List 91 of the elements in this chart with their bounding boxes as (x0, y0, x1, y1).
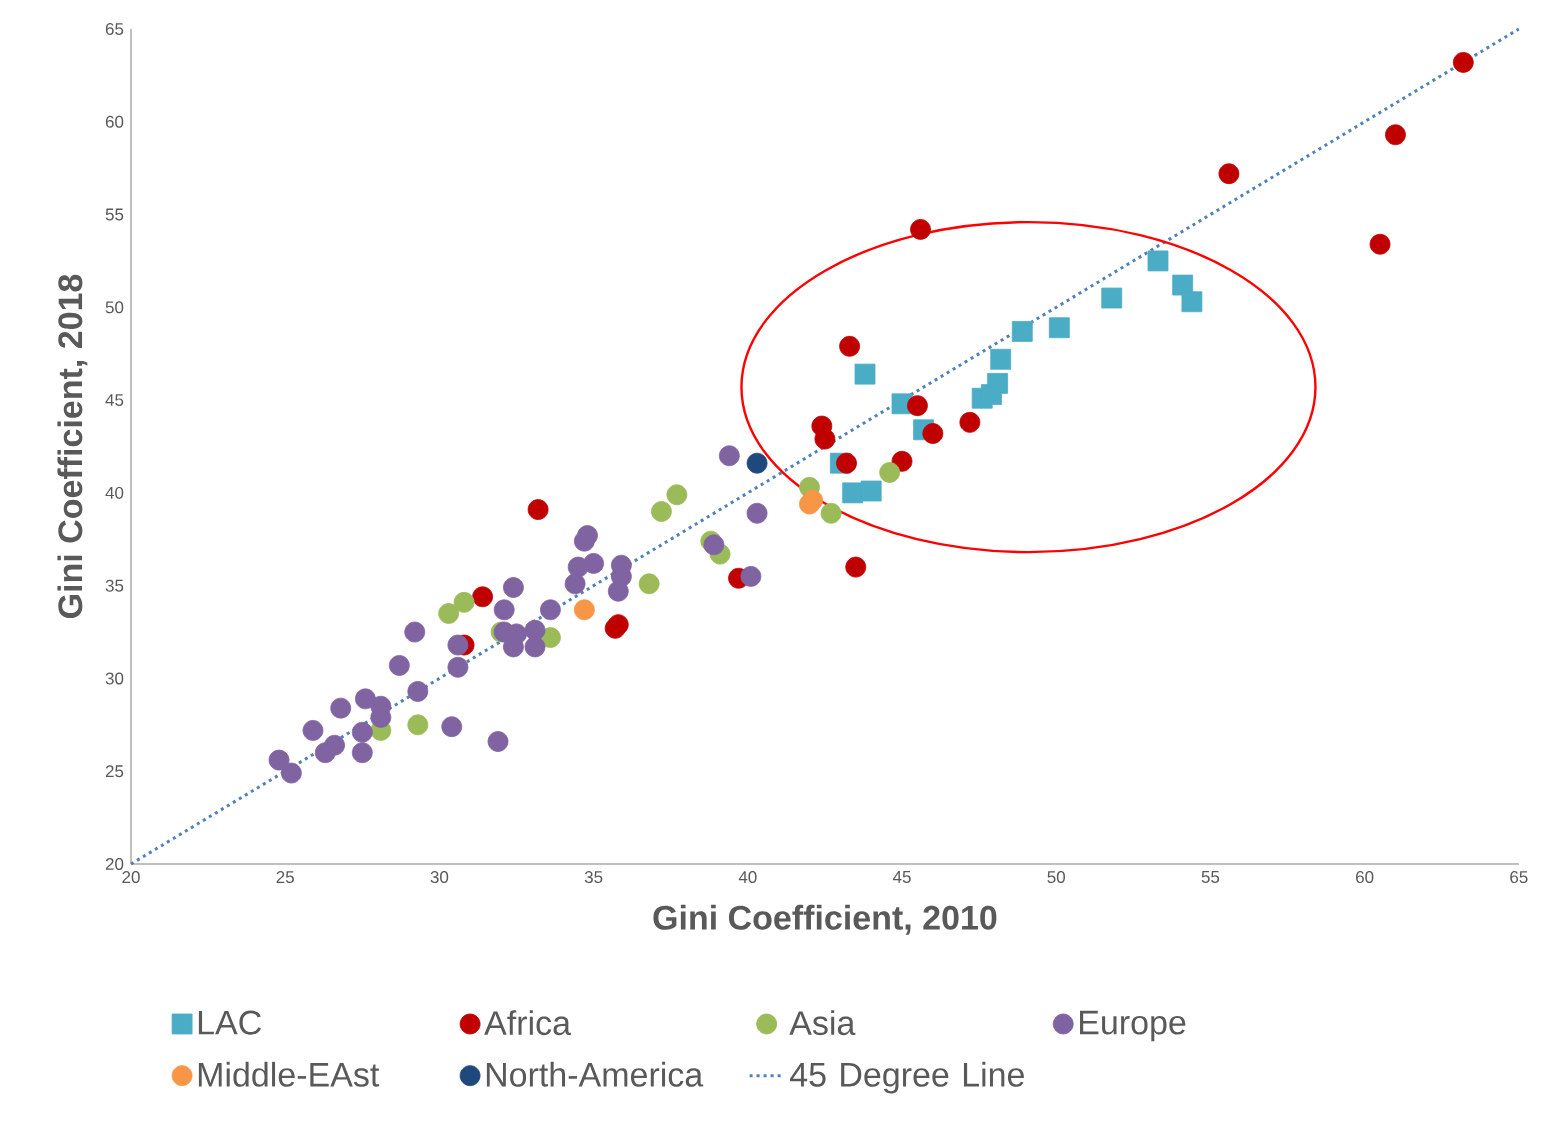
y-tick-label: 20 (105, 857, 124, 871)
point (493, 599, 515, 621)
point (718, 445, 740, 467)
point (330, 697, 352, 719)
point (638, 573, 660, 595)
point (910, 218, 931, 240)
point (573, 530, 595, 552)
point (447, 656, 469, 678)
point (280, 762, 302, 784)
point (524, 619, 546, 641)
x-tick-label: 55 (1201, 871, 1220, 883)
point (314, 742, 336, 764)
point (820, 502, 842, 524)
y-axis-title: Gini Coefficient, 2018 (57, 274, 88, 618)
point (990, 348, 1012, 370)
point (302, 720, 324, 741)
point (836, 452, 857, 474)
y-tick-label: 65 (105, 22, 124, 35)
point (407, 681, 429, 702)
point (540, 599, 561, 621)
point (1181, 291, 1203, 313)
point (388, 655, 410, 676)
point (355, 688, 376, 710)
point (854, 363, 876, 385)
x-tick-label: 60 (1356, 871, 1374, 884)
point (607, 580, 629, 602)
x-axis-title: Gini Coefficient, 2010 (653, 904, 997, 935)
legend-label: 45 Degree Line (790, 1061, 1024, 1094)
y-tick-label: 55 (105, 208, 124, 221)
legend-label: Africa (484, 1010, 572, 1036)
x-tick-label: 30 (430, 871, 449, 884)
x-tick-label: 45 (892, 871, 911, 883)
point (959, 411, 981, 433)
point (564, 573, 586, 595)
point (453, 591, 475, 613)
point (891, 450, 913, 472)
x-tick-label: 50 (1047, 871, 1065, 884)
point (573, 599, 595, 621)
point (1369, 233, 1391, 255)
point (1101, 287, 1123, 309)
point (407, 714, 429, 736)
y-tick-label: 40 (105, 486, 124, 499)
point (438, 603, 460, 624)
point (860, 480, 882, 502)
point (1218, 163, 1240, 185)
point (987, 373, 1009, 394)
x-tick-label: 65 (1510, 871, 1528, 884)
point (1385, 124, 1406, 146)
point (746, 452, 768, 474)
x-tick-label: 25 (276, 871, 294, 884)
y-tick-label: 30 (105, 672, 124, 685)
point (651, 501, 672, 522)
point (746, 502, 768, 524)
point (268, 749, 290, 771)
point (472, 586, 493, 608)
legend-label: Middle-EAst (198, 1061, 380, 1087)
legend-label: North-America (486, 1061, 704, 1087)
x-tick-label: 20 (122, 871, 140, 884)
point (842, 482, 864, 504)
point (879, 462, 901, 483)
point (1011, 321, 1033, 342)
point (1147, 250, 1169, 272)
point (839, 335, 860, 357)
legend-label: Europe (1080, 1010, 1186, 1042)
y-tick-label: 45 (105, 394, 124, 407)
point (487, 731, 509, 752)
point (583, 552, 605, 574)
point (351, 721, 373, 743)
y-tick-label: 50 (105, 301, 124, 314)
point (1048, 317, 1070, 339)
point (404, 621, 426, 643)
point (503, 577, 524, 598)
point (740, 565, 762, 587)
y-tick-label: 60 (105, 115, 124, 128)
point (666, 484, 688, 506)
point (907, 395, 928, 417)
point (527, 499, 549, 520)
y-tick-label: 35 (105, 579, 124, 592)
legend-label: Asia (789, 1010, 856, 1036)
point (1452, 51, 1474, 73)
x-tick-label: 40 (738, 871, 757, 884)
point (845, 556, 867, 578)
point (814, 428, 836, 450)
y-tick-label: 25 (105, 765, 124, 778)
point (922, 423, 944, 444)
legend-label: LAC (198, 1010, 261, 1035)
point (447, 634, 469, 656)
point (524, 636, 546, 658)
point (441, 716, 463, 738)
x-tick-label: 35 (584, 871, 603, 884)
point (351, 742, 373, 764)
